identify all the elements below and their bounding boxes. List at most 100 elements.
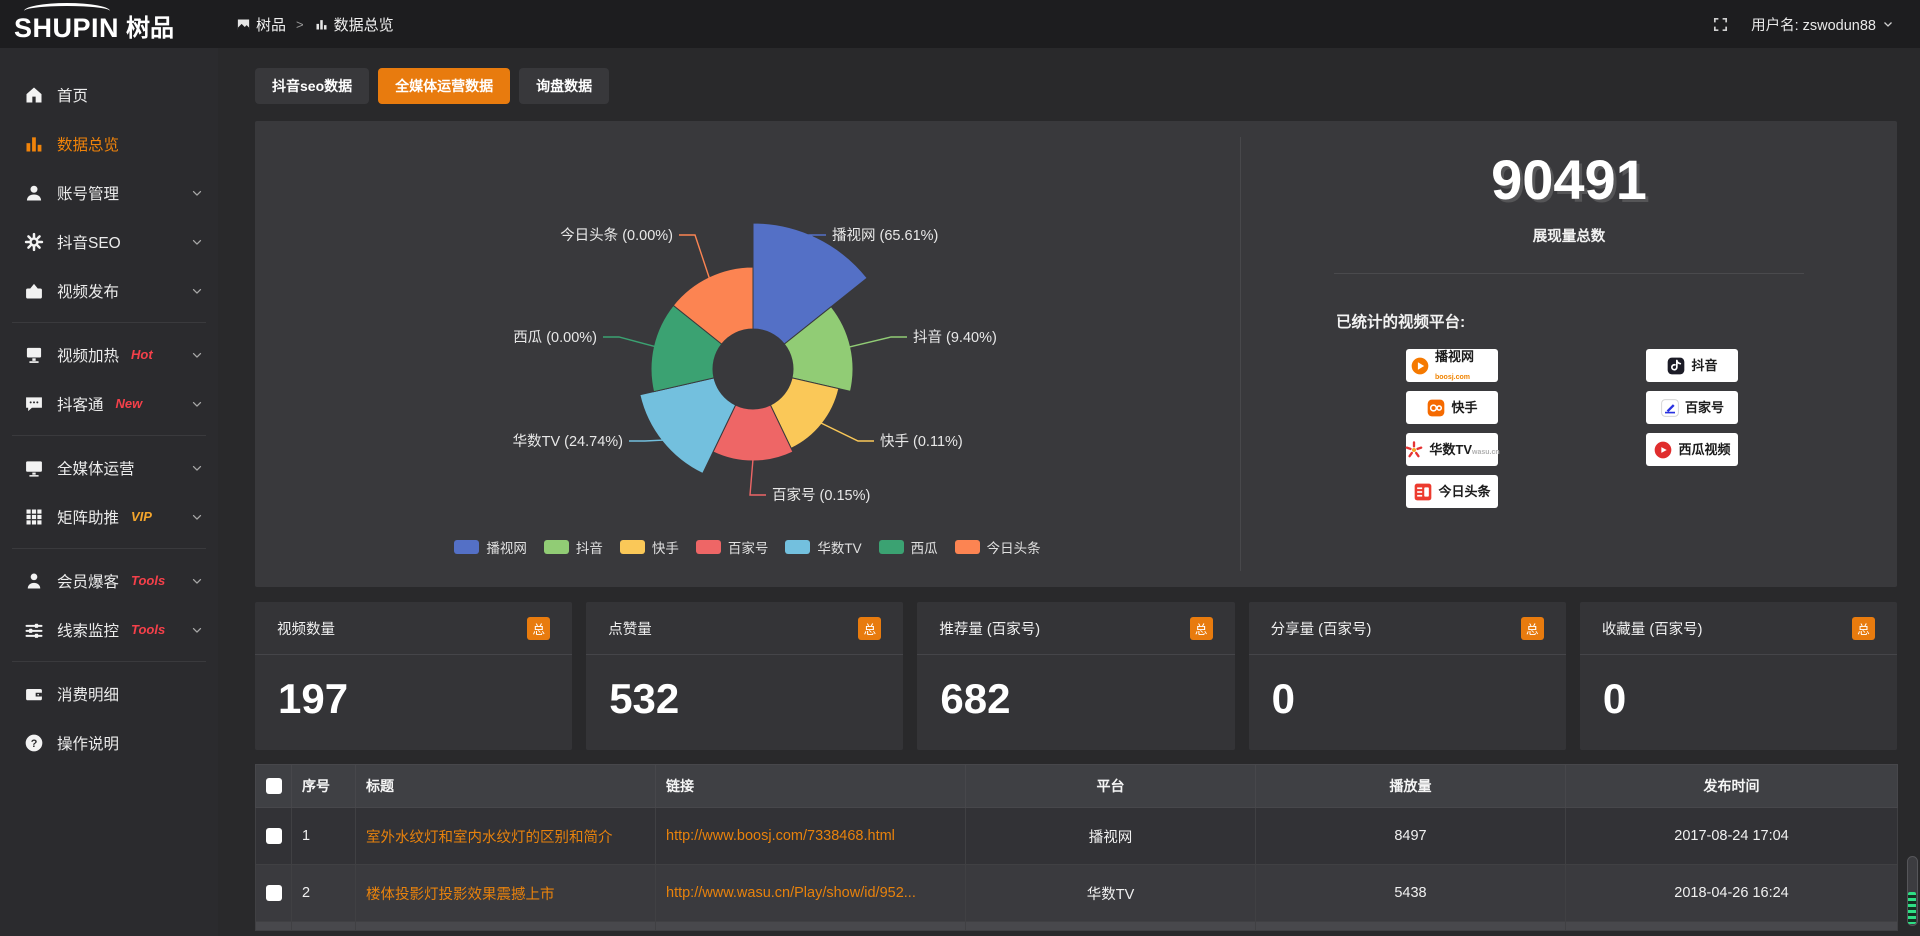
logo-arc bbox=[24, 3, 110, 19]
sidebar-item-matrix-boost[interactable]: 矩阵助推 VIP bbox=[0, 492, 218, 541]
platform-badge-wasu: 华数TVwasu.cn bbox=[1405, 433, 1500, 466]
header-right: 用户名: zswodun88 bbox=[1712, 14, 1920, 35]
legend-label: 播视网 bbox=[486, 541, 527, 556]
cell-platform: 播视网 bbox=[965, 807, 1256, 865]
stat-card-title: 视频数量 bbox=[277, 621, 335, 638]
cell-title-link[interactable]: 楼体投影灯投影效果震撼上市 bbox=[355, 864, 656, 922]
pie-label-line bbox=[807, 234, 826, 240]
breadcrumb-separator: > bbox=[296, 16, 304, 32]
pie-label: 抖音 (9.40%) bbox=[913, 329, 997, 346]
sidebar-item-label: 会员爆客 bbox=[57, 573, 120, 591]
sidebar-item-douketong[interactable]: 抖客通 New bbox=[0, 379, 218, 428]
sidebar-item-label: 账号管理 bbox=[57, 185, 120, 203]
breadcrumb: 树品 > 数据总览 bbox=[236, 14, 394, 35]
legend-label: 快手 bbox=[651, 541, 679, 556]
sidebar-item-account-management[interactable]: 账号管理 bbox=[0, 168, 218, 217]
platform-name: 百家号 bbox=[1684, 399, 1724, 415]
pie-label: 今日头条 (0.00%) bbox=[560, 227, 673, 244]
row-checkbox[interactable] bbox=[266, 885, 282, 901]
panel-divider bbox=[1240, 137, 1241, 571]
column-header: 平台 bbox=[965, 764, 1256, 808]
legend-item-抖音[interactable]: 抖音 bbox=[543, 537, 603, 557]
pie-label-line bbox=[819, 421, 874, 442]
legend-item-西瓜[interactable]: 西瓜 bbox=[878, 537, 938, 557]
legend-item-百家号[interactable]: 百家号 bbox=[695, 537, 768, 557]
user-icon bbox=[24, 183, 44, 203]
chevron-down-icon bbox=[190, 235, 204, 249]
sidebar-item-tag: VIP bbox=[131, 509, 152, 524]
platform-sub: boosj.com bbox=[1435, 373, 1471, 381]
douyin-logo-icon bbox=[1666, 356, 1686, 376]
legend-swatch bbox=[619, 540, 645, 554]
sidebar-item-douyin-seo[interactable]: 抖音SEO bbox=[0, 217, 218, 266]
sidebar-item-member-burst[interactable]: 会员爆客 Tools bbox=[0, 556, 218, 605]
breadcrumb-current[interactable]: 数据总览 bbox=[314, 14, 394, 35]
tab-inquiry-data[interactable]: 询盘数据 bbox=[519, 68, 610, 104]
home-icon bbox=[24, 85, 44, 105]
stat-card-title: 收藏量 (百家号) bbox=[1601, 621, 1703, 638]
monitor-icon bbox=[24, 458, 44, 478]
stat-card-value: 682 bbox=[940, 675, 1011, 722]
pie-slice-1[interactable] bbox=[752, 222, 868, 345]
legend-label: 华数TV bbox=[817, 541, 862, 556]
pie-slice-2[interactable] bbox=[783, 305, 854, 392]
legend-item-播视网[interactable]: 播视网 bbox=[454, 537, 527, 557]
app-logo[interactable]: SHUPIN 树品 bbox=[0, 0, 218, 48]
chevron-down-icon bbox=[190, 397, 204, 411]
question-icon: ? bbox=[24, 733, 44, 753]
sidebar-item-label: 抖音SEO bbox=[57, 234, 121, 252]
platform-badge-baijiahao: 百家号 bbox=[1646, 391, 1738, 424]
photo-icon bbox=[236, 17, 251, 32]
total-badge: 总 bbox=[1189, 616, 1213, 640]
cell-index: 2 bbox=[291, 864, 356, 922]
sidebar-item-label: 矩阵助推 bbox=[57, 509, 120, 527]
sidebar-item-home[interactable]: 首页 bbox=[0, 70, 218, 119]
platform-name: 西瓜视频 bbox=[1678, 441, 1731, 457]
app-header: SHUPIN 树品 树品 > 数据总览 用户名: zswodun88 bbox=[0, 0, 1920, 48]
sidebar: 首页 数据总览 账号管理 抖音SEO 视频发布 视频加热 Hot 抖客通 New 全媒体运营 矩阵助… bbox=[0, 48, 218, 936]
column-header: 序号 bbox=[291, 764, 356, 808]
cell-url-link[interactable]: http://www.wasu.cn/Play/show/id/952... bbox=[655, 864, 966, 922]
sidebar-item-data-overview[interactable]: 数据总览 bbox=[0, 119, 218, 168]
pie-label: 播视网 (65.61%) bbox=[832, 227, 938, 244]
total-badge: 总 bbox=[858, 616, 882, 640]
pie-label-line bbox=[848, 336, 907, 348]
impressions-summary: 90491 展现量总数 已统计的视频平台: 播视网 boosj.com 快手 华数TV… bbox=[1241, 121, 1897, 587]
legend-item-今日头条[interactable]: 今日头条 bbox=[954, 537, 1041, 557]
sidebar-item-operation-guide[interactable]: ? 操作说明 bbox=[0, 718, 218, 767]
cell-url-link[interactable]: http://www.boosj.com/7338468.html bbox=[655, 807, 966, 865]
stat-card-title: 点赞量 bbox=[608, 621, 652, 638]
fullscreen-icon[interactable] bbox=[1712, 16, 1729, 33]
select-all-checkbox[interactable] bbox=[266, 778, 282, 794]
legend-item-快手[interactable]: 快手 bbox=[619, 537, 679, 557]
summary-divider bbox=[1334, 273, 1804, 274]
cell-title-link[interactable]: 室外水纹灯和室内水纹灯的区别和简介 bbox=[355, 807, 656, 865]
legend-swatch bbox=[695, 540, 721, 554]
platform-name: 华数TV bbox=[1429, 441, 1472, 457]
tab-douyin-seo-data[interactable]: 抖音seo数据 bbox=[255, 68, 370, 104]
platform-badge-kuaishou: 快手 bbox=[1406, 391, 1498, 424]
sidebar-item-label: 消费明细 bbox=[57, 686, 120, 704]
legend-swatch bbox=[543, 540, 569, 554]
pie-slice-7[interactable] bbox=[672, 266, 754, 345]
breadcrumb-root[interactable]: 树品 bbox=[236, 14, 286, 35]
platform-name: 播视网 bbox=[1435, 348, 1475, 364]
sidebar-divider bbox=[12, 548, 206, 549]
chevron-down-icon bbox=[190, 348, 204, 362]
sidebar-item-media-operation[interactable]: 全媒体运营 bbox=[0, 443, 218, 492]
pie-slice-5[interactable] bbox=[639, 377, 737, 475]
sidebar-item-video-heating[interactable]: 视频加热 Hot bbox=[0, 330, 218, 379]
stat-cards: 视频数量总 197 点赞量总 532 推荐量 (百家号) 总 682 分享量 (百家号) 总 0 收… bbox=[255, 602, 1898, 750]
grid-icon bbox=[24, 507, 44, 527]
legend-item-华数TV[interactable]: 华数TV bbox=[785, 537, 862, 557]
pie-label: 快手 (0.11%) bbox=[880, 433, 963, 450]
sidebar-item-video-publish[interactable]: 视频发布 bbox=[0, 266, 218, 315]
chevron-down-icon bbox=[190, 284, 204, 298]
sidebar-item-lead-monitor[interactable]: 线索监控 Tools bbox=[0, 605, 218, 654]
sidebar-item-tag: New bbox=[115, 396, 143, 411]
sidebar-item-consumption-detail[interactable]: 消费明细 bbox=[0, 669, 218, 718]
user-menu[interactable]: 用户名: zswodun88 bbox=[1751, 14, 1894, 35]
tab-media-operation-data[interactable]: 全媒体运营数据 bbox=[378, 68, 511, 104]
row-checkbox[interactable] bbox=[266, 828, 282, 844]
scrollbar-thumb[interactable] bbox=[1907, 856, 1918, 926]
